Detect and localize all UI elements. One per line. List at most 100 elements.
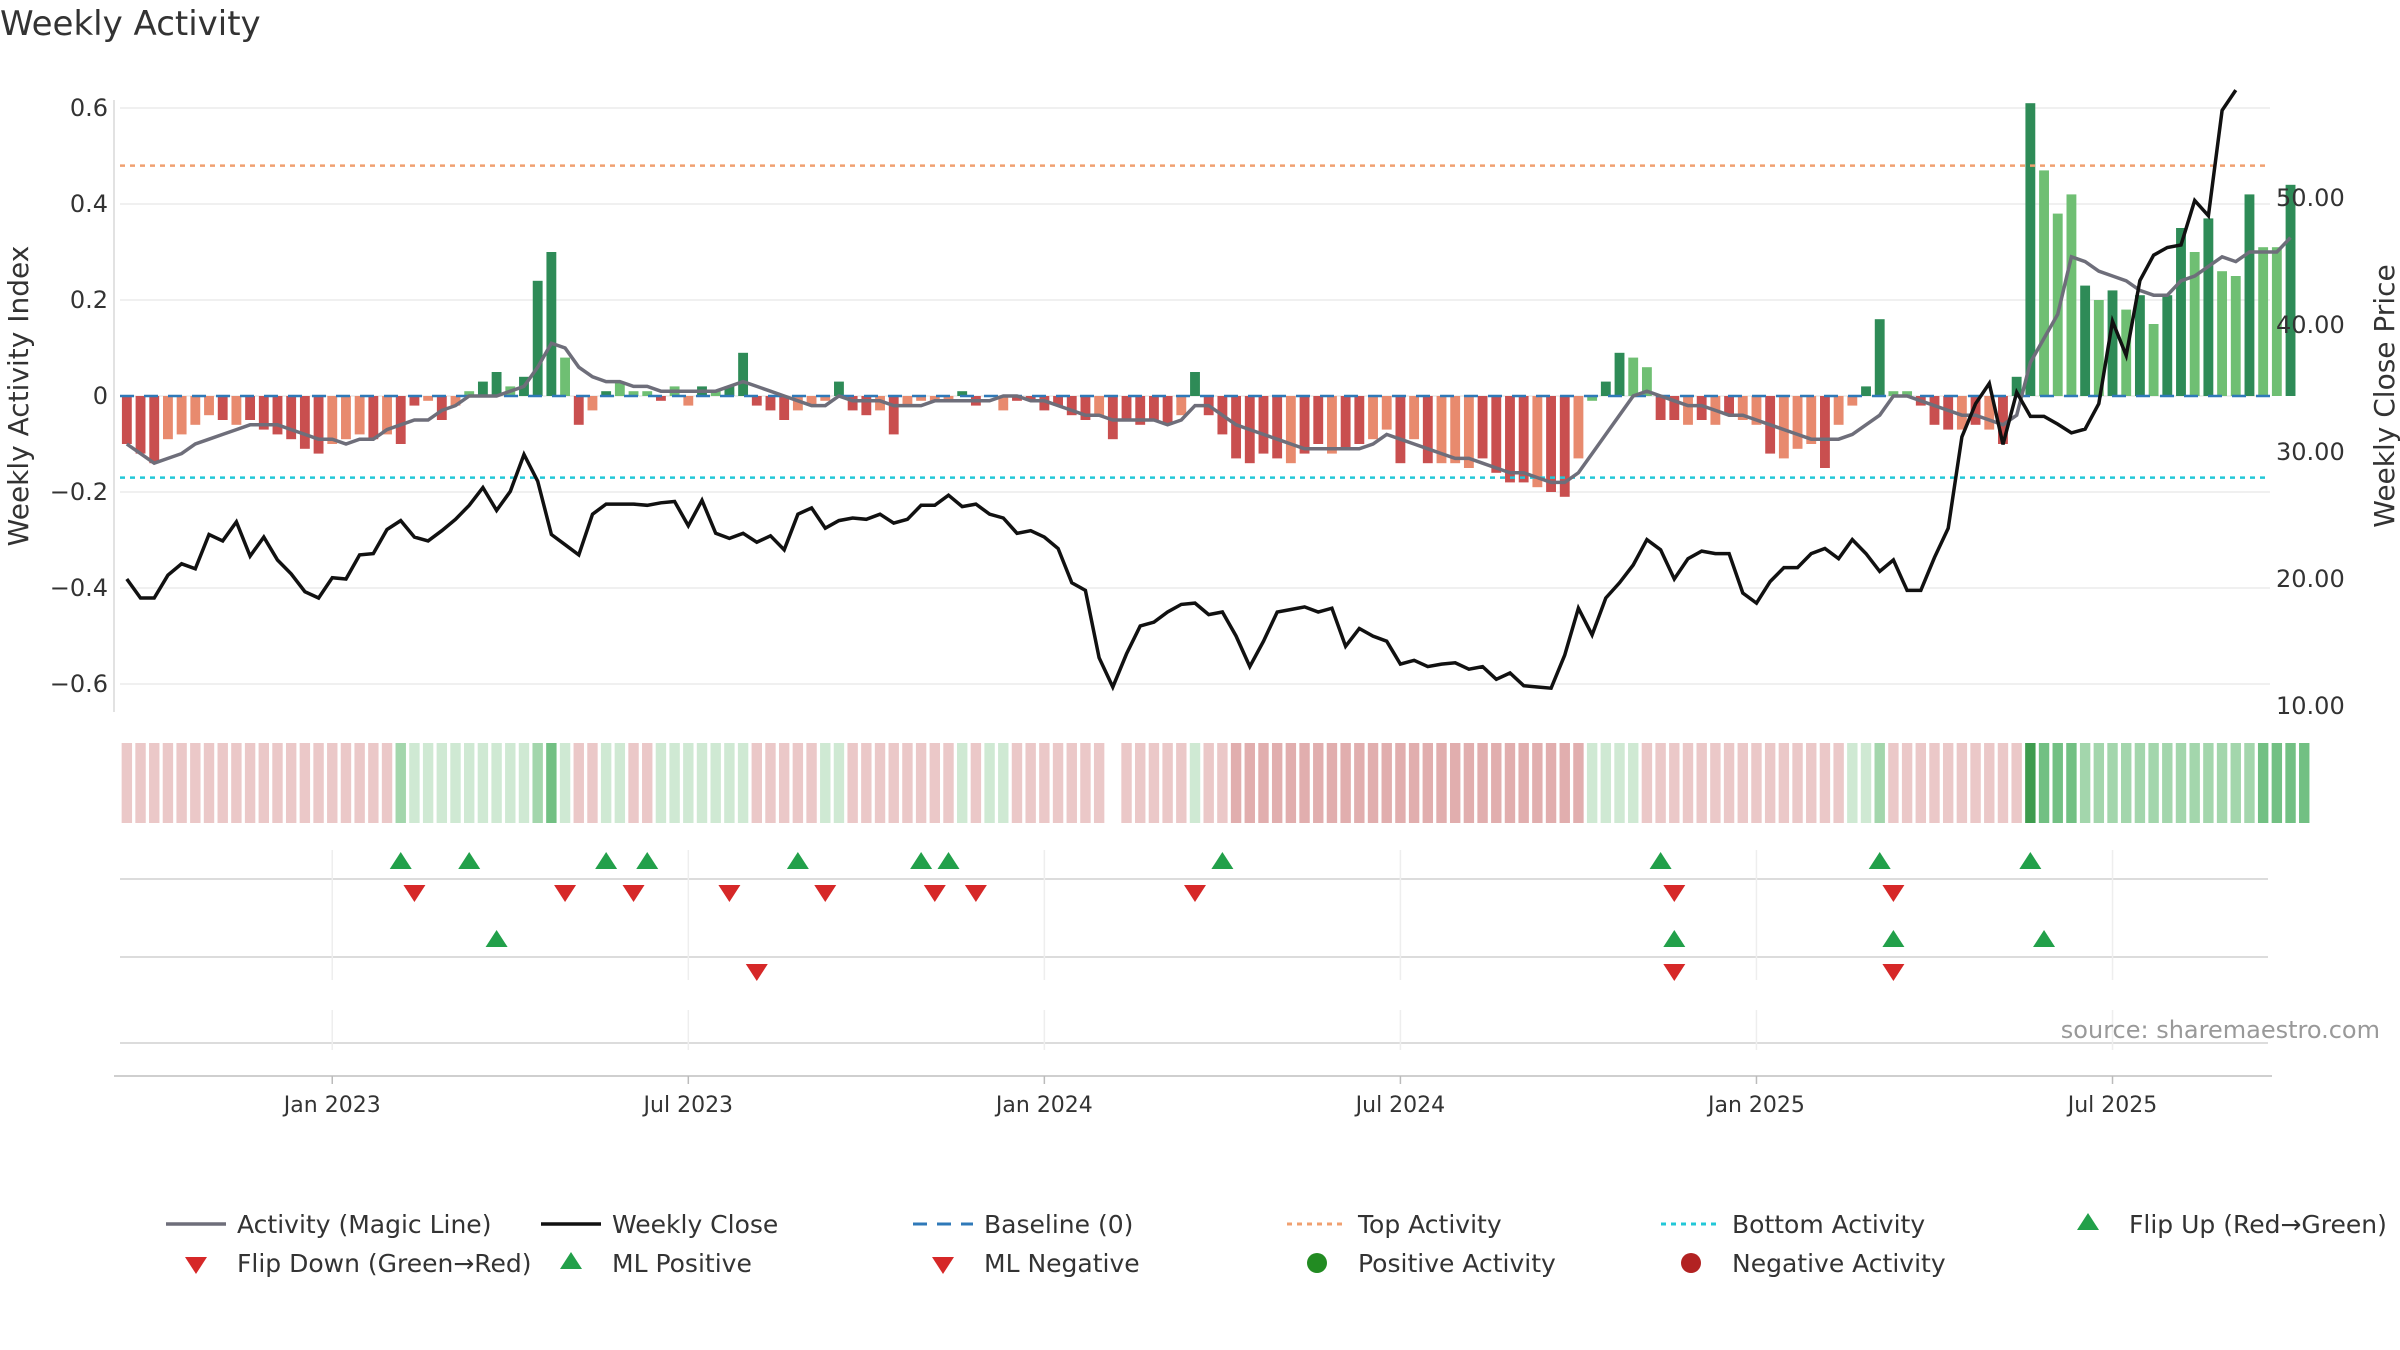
activity-bar	[1970, 396, 1981, 425]
strip-cell	[559, 743, 571, 823]
strip-cell	[2121, 743, 2132, 823]
activity-bar	[1463, 396, 1474, 468]
strip-cell	[1039, 743, 1050, 823]
strip-cell	[1326, 743, 1338, 823]
strip-cell	[915, 743, 927, 823]
activity-bar	[655, 396, 666, 401]
ml-positive-marker	[1882, 930, 1905, 947]
legend: Activity (Magic Line) Weekly Close Baselin…	[166, 1210, 2387, 1278]
activity-bar	[2217, 271, 2227, 396]
activity-bar	[929, 396, 940, 401]
strip-cell	[1504, 743, 1516, 823]
strip-cell	[1806, 743, 1817, 823]
y-left-tick-label: −0.2	[50, 478, 108, 506]
strip-cell	[491, 743, 502, 823]
activity-bar	[1080, 396, 1091, 420]
strip-cell	[1929, 743, 1940, 823]
strip-cell	[1833, 743, 1844, 823]
activity-bar	[875, 396, 885, 411]
flip-down-marker	[1882, 885, 1905, 902]
strip-cell	[806, 743, 817, 823]
strip-cell	[1874, 743, 1885, 823]
activity-bar	[1477, 396, 1488, 459]
strip-cell	[833, 743, 845, 823]
activity-bar	[792, 396, 803, 411]
activity-bar	[1778, 396, 1789, 459]
activity-bar	[341, 396, 351, 440]
flip-up-marker	[458, 852, 481, 869]
activity-bar	[1190, 372, 1200, 396]
strip-cell	[532, 743, 543, 823]
flip-down-marker	[814, 885, 837, 902]
activity-bar	[532, 280, 543, 396]
y-left-axis-label: Weekly Activity Index	[2, 246, 35, 547]
legend-label: Weekly Close	[612, 1210, 778, 1239]
activity-bar	[902, 396, 913, 406]
activity-bar	[642, 391, 653, 396]
activity-bar	[751, 396, 762, 406]
strip-cell	[956, 743, 968, 823]
strip-cell	[1491, 743, 1502, 823]
strip-cell	[861, 743, 872, 823]
activity-bar	[299, 396, 310, 449]
strip-cell	[1628, 743, 1639, 823]
ml-positive-marker	[1663, 930, 1686, 947]
strip-cell	[1901, 743, 1913, 823]
flip-up-marker	[2019, 852, 2042, 869]
activity-bar	[491, 372, 502, 396]
strip-cell	[1176, 743, 1187, 823]
activity-bar	[847, 396, 858, 411]
activity-bar	[560, 357, 570, 396]
activity-bar	[587, 396, 598, 411]
strip-cell	[2162, 743, 2173, 823]
activity-bar	[710, 391, 721, 396]
flip-down-marker	[554, 885, 577, 902]
strip-cell	[998, 743, 1009, 823]
strip-cell	[450, 743, 461, 823]
activity-bar	[231, 396, 242, 425]
strip-cell	[874, 743, 886, 823]
flip-down-marker	[923, 885, 946, 902]
weekly-close-line	[125, 89, 2238, 692]
strip-cell	[2148, 743, 2159, 823]
activity-bar	[1272, 396, 1283, 459]
activity-bar	[2203, 218, 2214, 396]
strip-cell	[1422, 743, 1434, 823]
activity-bar	[409, 396, 420, 406]
chart-title: Weekly Activity	[0, 4, 261, 44]
strip-cell	[1258, 743, 1269, 823]
activity-bar	[998, 396, 1009, 411]
activity-bar	[258, 396, 269, 430]
ml-negative-marker	[745, 964, 768, 981]
activity-bar	[121, 396, 132, 444]
activity-bar	[382, 396, 392, 435]
strip-cell	[1367, 743, 1379, 823]
strip-cell	[1011, 743, 1023, 823]
strip-cell	[573, 743, 584, 823]
strip-cell	[1573, 743, 1584, 823]
activity-bar	[1929, 396, 1940, 425]
activity-bar	[1669, 396, 1680, 420]
activity-bar	[163, 396, 173, 440]
activity-bar	[1532, 396, 1543, 488]
strip-cell	[1381, 743, 1392, 823]
y-right-tick-label: 40.00	[2276, 311, 2345, 339]
flip-down-marker	[1663, 885, 1686, 902]
activity-bar	[1943, 396, 1954, 430]
strip-cell	[190, 743, 201, 823]
strip-cell	[1230, 743, 1242, 823]
strip-cell	[1463, 743, 1475, 823]
activity-bar	[1874, 319, 1885, 396]
activity-bar	[1641, 367, 1652, 396]
strip-cell	[1052, 743, 1064, 823]
strip-cell	[2189, 743, 2200, 823]
activity-bars	[121, 103, 2296, 497]
flip-up-marker	[1211, 852, 1234, 869]
activity-bar	[724, 386, 735, 396]
x-tick-label: Jul 2023	[642, 1093, 734, 1118]
y-left-tick-label: 0.6	[70, 94, 108, 122]
flip-up-marker	[937, 852, 960, 869]
activity-bar	[738, 352, 749, 396]
strip-cell	[1847, 743, 1858, 823]
strip-cell	[696, 743, 708, 823]
